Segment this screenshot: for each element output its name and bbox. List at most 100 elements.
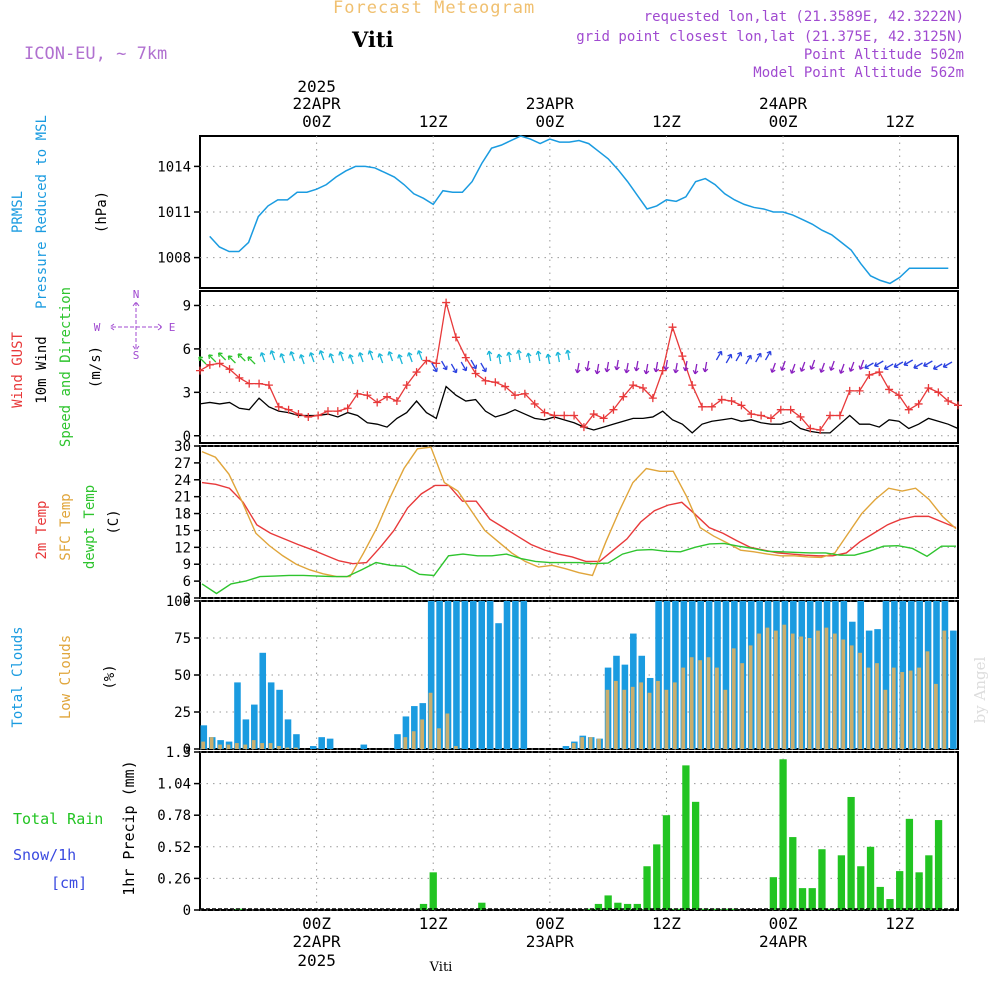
wind-direction-arrow bbox=[408, 352, 413, 363]
low-cloud-bar bbox=[773, 630, 778, 749]
wind-arrow-head bbox=[584, 366, 591, 372]
low-cloud-bar bbox=[445, 713, 450, 749]
precip-bar bbox=[594, 903, 603, 910]
y-tick-label: 21 bbox=[174, 490, 191, 506]
sfc-temp-label: SFC Temp bbox=[58, 493, 74, 560]
wind-direction-arrow bbox=[715, 351, 722, 361]
wind-direction-arrow bbox=[339, 351, 345, 362]
wind-direction-arrow bbox=[913, 362, 923, 369]
wind-arrow-head bbox=[432, 367, 438, 373]
gust-marker bbox=[540, 408, 549, 417]
wind-direction-arrow bbox=[417, 350, 423, 361]
y-tick-label: 1.3 bbox=[166, 745, 191, 761]
wind-direction-arrow bbox=[893, 361, 904, 368]
y-tick-label: 1014 bbox=[157, 159, 191, 175]
bottom-axis-time: 12Z bbox=[885, 914, 914, 933]
gust-marker bbox=[491, 378, 500, 387]
y-tick-label: 1011 bbox=[157, 205, 191, 221]
wind-direction-arrow bbox=[606, 361, 610, 372]
total-clouds-label: Total Clouds bbox=[10, 626, 26, 727]
gust-marker bbox=[954, 401, 962, 410]
top-axis-day: 24APR bbox=[759, 94, 808, 113]
temp-2m-label: 2m Temp bbox=[34, 500, 50, 559]
bottom-axis-time: 00Z bbox=[769, 914, 798, 933]
low-cloud-bar bbox=[403, 737, 408, 749]
precip-bar bbox=[798, 888, 807, 910]
wind-direction-arrow bbox=[694, 363, 698, 374]
wind-direction-arrow bbox=[830, 360, 835, 371]
precip-bar bbox=[866, 846, 875, 910]
wind-arrow-head bbox=[367, 350, 374, 355]
compass-w: W bbox=[94, 321, 101, 334]
wind-direction-arrow bbox=[781, 360, 786, 371]
wind-arrow-head bbox=[874, 362, 879, 368]
wind-speed-label: 10m Wind bbox=[34, 336, 50, 403]
dewpoint-line bbox=[201, 542, 956, 595]
snow-unit: [cm] bbox=[51, 874, 87, 892]
wind-arrow-head bbox=[717, 350, 723, 356]
gust-marker bbox=[570, 411, 579, 420]
total-cloud-bar bbox=[427, 601, 435, 749]
wind-arrow-head bbox=[727, 353, 733, 359]
low-cloud-bar bbox=[942, 630, 947, 749]
wind-direction-arrow bbox=[198, 356, 207, 365]
gust-marker bbox=[314, 411, 323, 420]
wind-arrow-head bbox=[247, 356, 253, 361]
wind-direction-arrow bbox=[359, 352, 364, 363]
total-cloud-bar bbox=[200, 725, 208, 749]
wind-arrow-head bbox=[799, 367, 806, 372]
wind-arrow-head bbox=[555, 351, 561, 357]
total-cloud-bar bbox=[309, 746, 317, 749]
wind-arrow-head bbox=[770, 368, 776, 373]
precip-bar bbox=[905, 818, 914, 910]
sfc-temp-line bbox=[201, 446, 957, 578]
low-cloud-bar bbox=[824, 627, 829, 749]
gust-marker bbox=[284, 405, 293, 414]
wind-arrow-head bbox=[289, 351, 295, 356]
gust-marker bbox=[835, 411, 844, 420]
wind-direction-arrow bbox=[368, 350, 374, 361]
gust-marker bbox=[688, 381, 697, 390]
gust-marker bbox=[373, 398, 382, 407]
top-axis-year: 2025 bbox=[297, 77, 336, 96]
wind-direction-arrow bbox=[849, 361, 855, 372]
wind-direction-arrow bbox=[208, 354, 217, 363]
wind-arrow-head bbox=[259, 352, 266, 357]
location-title: Viti bbox=[352, 27, 394, 52]
low-cloud-bar bbox=[656, 680, 660, 749]
total-cloud-bar bbox=[318, 737, 325, 749]
wind-direction-arrow bbox=[431, 362, 438, 372]
wind-arrow-head bbox=[481, 367, 487, 373]
low-cloud-bar bbox=[605, 689, 610, 749]
total-cloud-bar bbox=[512, 601, 519, 749]
wind-direction-arrow bbox=[771, 362, 776, 373]
low-cloud-bar bbox=[639, 682, 644, 749]
gust-marker bbox=[511, 391, 520, 400]
pressure-line bbox=[209, 135, 949, 285]
wind-direction-arrow bbox=[280, 353, 286, 364]
bottom-axis-day: 22APR bbox=[293, 932, 342, 951]
bottom-axis-year: 2025 bbox=[297, 951, 336, 970]
precip-bar bbox=[818, 849, 826, 910]
gust-marker bbox=[904, 405, 913, 414]
low-cloud-bar bbox=[715, 667, 719, 749]
wind-arrow-head bbox=[574, 368, 581, 374]
y-tick-label: 0 bbox=[183, 903, 191, 919]
y-tick-label: 0 bbox=[183, 429, 191, 445]
precip-bar bbox=[925, 855, 933, 910]
gust-marker bbox=[924, 383, 933, 392]
precip-ylabel: 1hr Precip (mm) bbox=[120, 760, 138, 895]
total-cloud-bar bbox=[562, 746, 570, 749]
wind-arrow-head bbox=[442, 365, 448, 371]
wind-direction-arrow bbox=[227, 355, 236, 364]
precip-bar bbox=[643, 866, 651, 910]
gust-marker bbox=[215, 359, 224, 368]
y-tick-label: 9 bbox=[183, 557, 191, 573]
low-cloud-bar bbox=[268, 743, 273, 749]
wind-direction-arrow bbox=[378, 353, 384, 364]
wind-arrow-head bbox=[416, 350, 423, 355]
wind-arrow-head bbox=[624, 368, 630, 374]
gust-marker bbox=[619, 392, 628, 401]
wind-arrow-head bbox=[565, 349, 571, 355]
wind-arrow-head bbox=[318, 350, 325, 355]
